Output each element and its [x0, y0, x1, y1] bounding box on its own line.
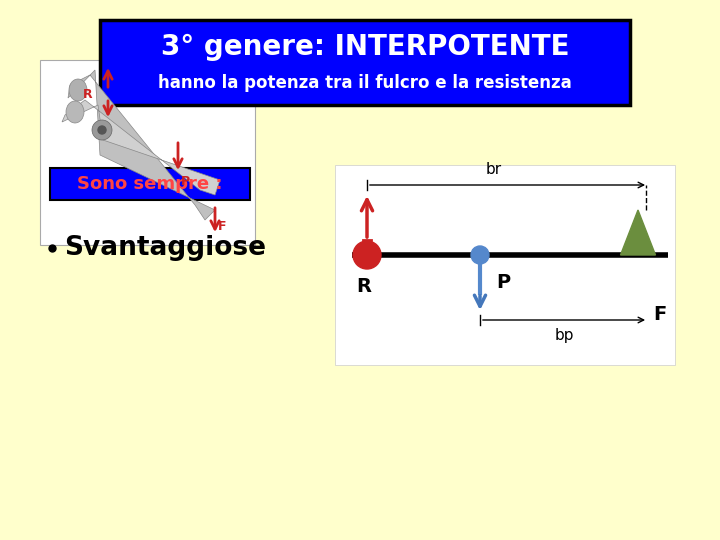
Text: F: F: [653, 306, 666, 325]
Text: bp: bp: [554, 328, 574, 343]
Ellipse shape: [69, 79, 87, 101]
Text: R: R: [356, 278, 372, 296]
FancyBboxPatch shape: [335, 165, 675, 365]
Text: hanno la potenza tra il fulcro e la resistenza: hanno la potenza tra il fulcro e la resi…: [158, 74, 572, 92]
Text: 3° genere: INTERPOTENTE: 3° genere: INTERPOTENTE: [161, 33, 570, 61]
Circle shape: [92, 120, 112, 140]
Circle shape: [353, 241, 381, 269]
Text: Sono sempre :: Sono sempre :: [77, 175, 222, 193]
Polygon shape: [62, 100, 220, 195]
Text: br: br: [485, 162, 502, 177]
Text: P: P: [181, 175, 190, 188]
Text: P: P: [496, 273, 510, 293]
Circle shape: [471, 246, 489, 264]
FancyBboxPatch shape: [50, 168, 250, 200]
Text: F: F: [218, 220, 227, 233]
Polygon shape: [621, 210, 655, 255]
Polygon shape: [68, 70, 215, 220]
Text: Svantaggiose: Svantaggiose: [64, 235, 266, 261]
FancyBboxPatch shape: [40, 60, 255, 245]
FancyBboxPatch shape: [100, 20, 630, 105]
Text: R: R: [82, 89, 92, 102]
Circle shape: [98, 126, 106, 134]
Ellipse shape: [66, 101, 84, 123]
